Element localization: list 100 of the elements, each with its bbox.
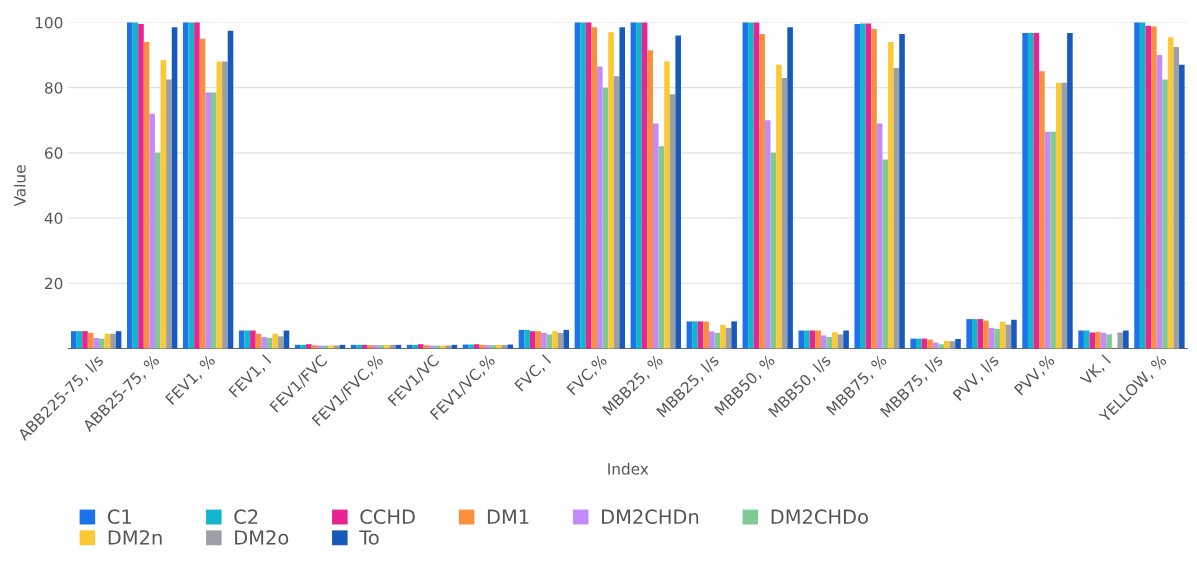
bar	[1151, 26, 1157, 349]
bar	[417, 344, 424, 349]
bar	[300, 344, 307, 349]
bar	[194, 22, 200, 349]
legend-label: DM1	[487, 509, 529, 524]
bar	[708, 331, 715, 349]
bar	[636, 22, 642, 349]
bar	[272, 333, 279, 349]
bar	[1162, 79, 1168, 349]
bar	[910, 338, 917, 349]
bar	[759, 33, 765, 349]
x-axis-title: Index	[608, 462, 649, 475]
bar	[1117, 332, 1124, 349]
bar	[210, 92, 217, 349]
bar	[944, 340, 950, 349]
bar	[238, 330, 245, 349]
bar	[591, 27, 598, 349]
bar	[653, 123, 659, 349]
bar	[597, 66, 603, 349]
bar	[1106, 334, 1112, 349]
bar	[871, 29, 877, 349]
legend-label: CCHD	[360, 509, 415, 525]
bar	[261, 337, 267, 349]
bar	[608, 32, 614, 349]
bar	[563, 329, 570, 349]
bar	[1022, 32, 1028, 349]
legend-label: To	[359, 530, 379, 545]
bar	[832, 332, 838, 349]
legend-label: DM2CHDn	[602, 509, 699, 525]
bar	[776, 64, 782, 349]
bar	[888, 42, 894, 349]
bar	[535, 331, 542, 349]
bar	[485, 345, 491, 349]
bar	[412, 344, 418, 349]
bar	[664, 61, 670, 349]
bar	[373, 345, 379, 349]
bar	[1173, 46, 1180, 349]
bar	[110, 333, 116, 349]
bar	[927, 339, 933, 349]
bar	[71, 331, 77, 349]
bar	[166, 79, 172, 349]
bar	[647, 50, 654, 349]
bar	[306, 344, 312, 349]
legend-label: C2	[234, 509, 258, 525]
bar	[938, 344, 944, 349]
bar	[837, 334, 844, 349]
bar	[1011, 319, 1017, 349]
bar	[966, 319, 972, 349]
bar	[1039, 71, 1045, 349]
bar	[384, 345, 390, 349]
bar	[764, 120, 771, 349]
bar	[1145, 25, 1152, 349]
bar	[1134, 22, 1140, 349]
bar	[82, 331, 88, 349]
bar	[983, 320, 989, 349]
bar	[356, 344, 363, 349]
bar	[552, 331, 558, 349]
bar	[149, 113, 155, 349]
legend-label: DM2CHDo	[771, 509, 868, 525]
bar	[1179, 64, 1185, 349]
legend-label: DM2n	[108, 530, 162, 545]
bar	[804, 330, 810, 349]
bar	[362, 344, 368, 349]
bar	[999, 321, 1006, 349]
bar	[580, 22, 586, 349]
bar	[787, 27, 793, 349]
bar	[882, 159, 889, 349]
bar	[1089, 332, 1096, 349]
bar	[1050, 131, 1056, 349]
bar	[126, 22, 133, 349]
bar	[138, 24, 144, 349]
bar	[501, 344, 508, 349]
y-axis-title: Value	[13, 165, 26, 207]
bar	[826, 337, 833, 349]
bar	[154, 152, 161, 349]
y-tick-label: 80	[44, 82, 63, 94]
bar	[250, 330, 256, 349]
bar	[390, 344, 396, 349]
bar	[860, 23, 866, 349]
bar	[1067, 32, 1073, 349]
y-tick-label: 40	[44, 212, 63, 225]
legend-label: C1	[107, 509, 131, 525]
bar	[496, 344, 502, 349]
bar	[182, 22, 189, 349]
bar	[205, 92, 211, 349]
bar	[692, 321, 698, 349]
bar	[748, 22, 754, 349]
bar	[1055, 82, 1062, 349]
bar	[994, 328, 1000, 349]
bar	[473, 344, 480, 349]
bar	[955, 338, 961, 349]
bar	[278, 336, 284, 349]
bar	[546, 334, 553, 349]
bar	[843, 330, 849, 349]
bar	[899, 33, 905, 349]
bar	[1095, 331, 1101, 349]
y-tick-label: 20	[45, 277, 63, 290]
bar	[703, 321, 709, 349]
bar	[731, 321, 737, 349]
bar	[222, 61, 228, 349]
